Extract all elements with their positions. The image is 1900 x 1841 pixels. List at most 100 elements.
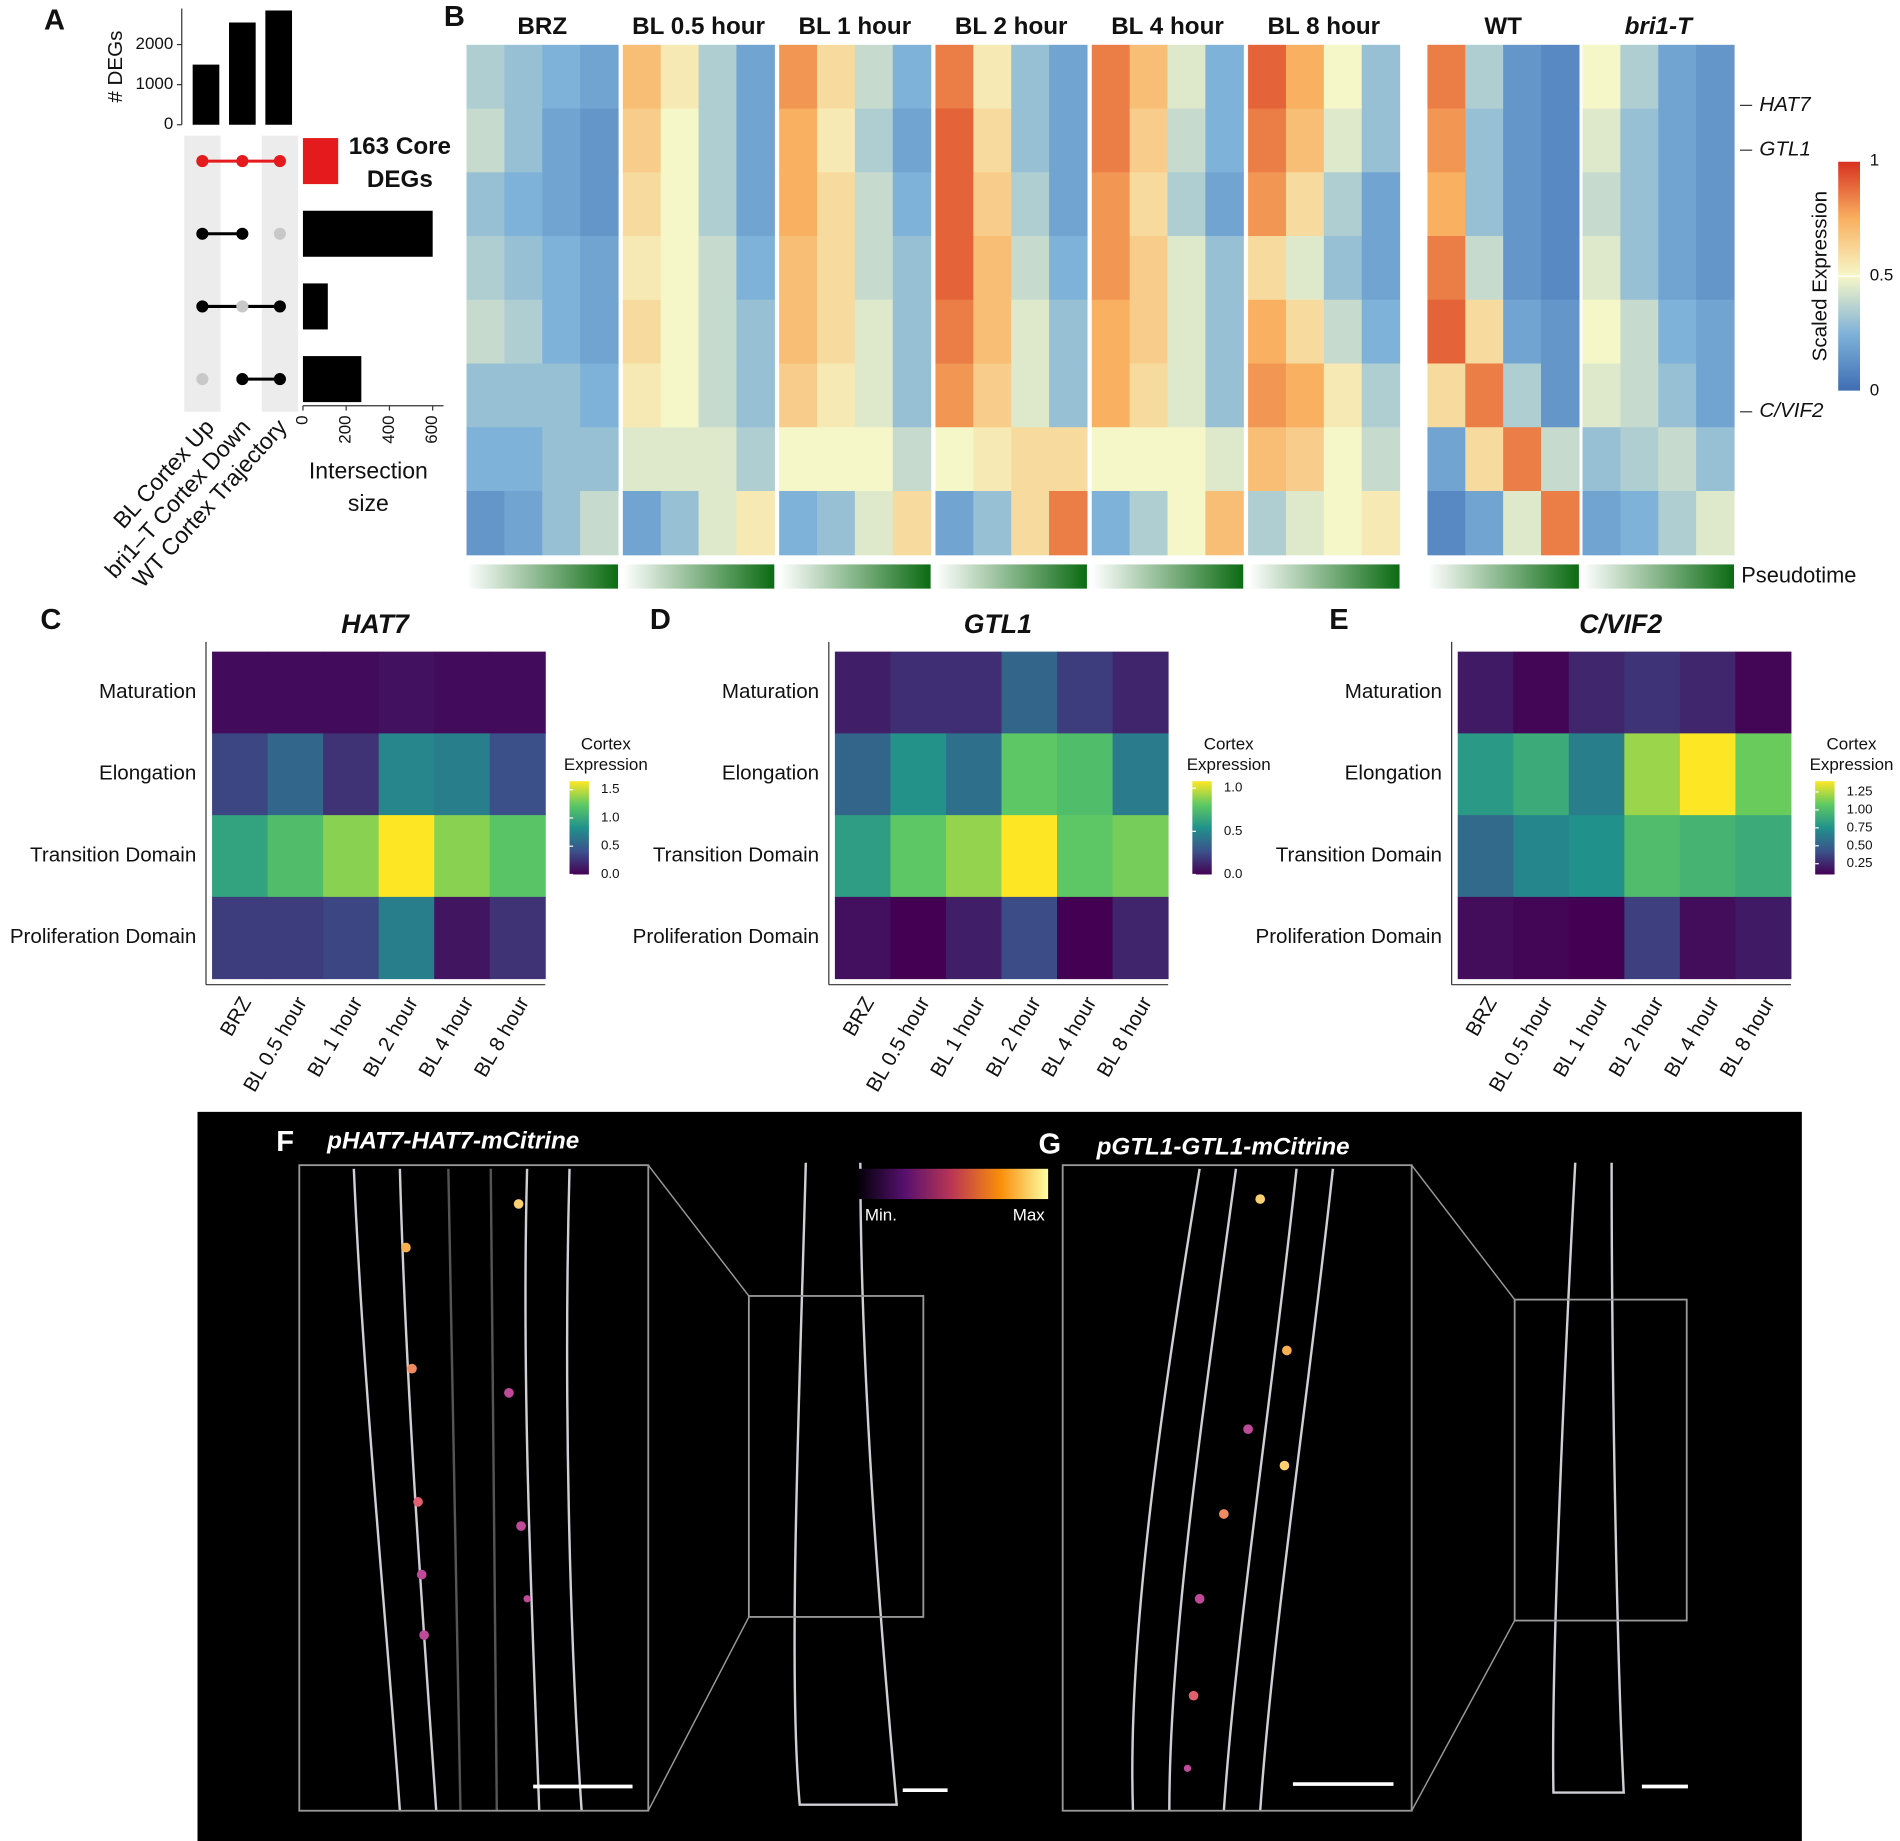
heatmap-cell	[1513, 896, 1570, 980]
heatmap-cell	[1568, 651, 1625, 734]
heatmap-cell	[698, 427, 738, 492]
heatmap-cell	[1323, 108, 1363, 173]
bar	[302, 283, 328, 330]
heatmap-cell	[580, 44, 619, 110]
y-tick-label: 0	[164, 114, 173, 133]
pseudotime-bar	[935, 564, 1087, 589]
heatmap-cell	[580, 236, 619, 301]
heatmap-cell	[1658, 427, 1697, 492]
row-label: Proliferation Domain	[633, 925, 819, 948]
heatmap-cell	[466, 236, 505, 301]
heatmap-cell	[892, 172, 932, 237]
heatmap-cell	[1541, 172, 1580, 237]
heatmap-cell	[1129, 236, 1169, 301]
colorbar-tick-label: 0.5	[1870, 266, 1894, 285]
heatmap-cell	[1624, 896, 1681, 980]
heatmap-cell	[1011, 108, 1050, 173]
heatmap-cell	[892, 108, 932, 173]
bar	[302, 356, 362, 403]
heatmap-cell	[1001, 815, 1058, 898]
zoom-box	[298, 1164, 650, 1812]
heatmap-cell	[323, 651, 380, 734]
heatmap-cell	[1568, 815, 1625, 898]
heatmap-cell	[1696, 44, 1735, 110]
heatmap-cell	[660, 44, 700, 110]
heatmap-cell	[1658, 363, 1697, 428]
heatmap-cell	[1620, 108, 1659, 173]
heatmap-cell	[1011, 172, 1050, 237]
heatmap-cell	[1361, 236, 1401, 301]
heatmap-cell	[935, 236, 974, 301]
nuclei	[401, 1199, 531, 1640]
colorbar-tick-label: 0.5	[601, 838, 620, 853]
heatmap-cell	[1167, 299, 1206, 365]
heatmap-cell	[660, 490, 700, 556]
heatmap-cell	[1361, 490, 1401, 556]
heatmap-cell	[542, 236, 581, 301]
heatmap-cell	[212, 733, 269, 816]
heatmap-cell	[1658, 108, 1697, 173]
heatmap-cell	[434, 815, 491, 898]
heatmap-cell	[1205, 236, 1244, 301]
heatmap-cell	[434, 651, 491, 734]
heatmap-cell	[1011, 44, 1050, 110]
pseudotime-bar	[1427, 564, 1579, 589]
root-overview	[793, 1162, 899, 1806]
row-label: Elongation	[722, 762, 819, 785]
panel-letter: G	[1038, 1128, 1061, 1160]
heatmap-cell	[1011, 299, 1050, 365]
x-axis-label: size	[348, 490, 389, 516]
heatmap-cell	[1091, 490, 1131, 556]
heatmap-cell	[817, 363, 856, 428]
heatmap-cell	[1679, 651, 1736, 734]
nuclei	[1183, 1194, 1292, 1772]
heatmap-cell	[660, 427, 700, 492]
bar	[192, 64, 220, 125]
set-dot	[273, 373, 286, 386]
heatmap-cell	[1167, 44, 1206, 110]
column-label: BL 4 hour	[414, 993, 478, 1081]
heatmap-cell	[1285, 44, 1325, 110]
row-label: Proliferation Domain	[1255, 925, 1441, 948]
heatmap-cell	[817, 108, 856, 173]
connector	[1411, 1620, 1516, 1812]
heatmap-cell	[854, 44, 894, 110]
heatmap-cell	[1620, 427, 1659, 492]
heatmap-cell	[1582, 363, 1621, 428]
panel-title: BL 1 hour	[799, 13, 912, 40]
heatmap-cell	[1001, 651, 1058, 734]
row-label: Transition Domain	[653, 843, 819, 866]
row-label: Maturation	[1345, 680, 1442, 703]
column-label: BRZ	[1461, 993, 1502, 1040]
heatmap-cell	[945, 733, 1002, 816]
heatmap-cell	[378, 733, 435, 816]
heatmap-cell	[1658, 299, 1697, 365]
heatmap-cell	[1248, 363, 1287, 428]
set-dot	[236, 373, 249, 386]
heatmap-cell	[945, 815, 1002, 898]
heatmap-cell	[1620, 44, 1659, 110]
heatmap-cell	[854, 172, 894, 237]
heatmap-cell	[1427, 363, 1466, 428]
set-dot	[273, 227, 286, 240]
heatmap-cell	[736, 299, 775, 365]
heatmap-cell	[736, 490, 775, 556]
heatmap-cell	[1465, 108, 1504, 173]
heatmap-cell	[504, 172, 543, 237]
colorbar-tick-label: 1.0	[601, 809, 620, 824]
bar	[302, 210, 433, 257]
legend-title: Expression	[1187, 755, 1271, 774]
colorbar-tick-label: 1.0	[1224, 780, 1243, 795]
heatmap-cell	[1582, 236, 1621, 301]
heatmap-cell	[817, 172, 856, 237]
heatmap-cell	[267, 733, 324, 816]
heatmap-cell	[1735, 815, 1792, 898]
heatmap-cell	[1323, 490, 1363, 556]
heatmap-cell	[1049, 172, 1088, 237]
heatmap-cell	[580, 363, 619, 428]
heatmap-cell	[1167, 363, 1206, 428]
heatmap-cell	[1323, 363, 1363, 428]
heatmap-cell	[1248, 236, 1287, 301]
column-label: BL 8 hour	[1092, 993, 1156, 1081]
heatmap-cell	[1167, 427, 1206, 492]
